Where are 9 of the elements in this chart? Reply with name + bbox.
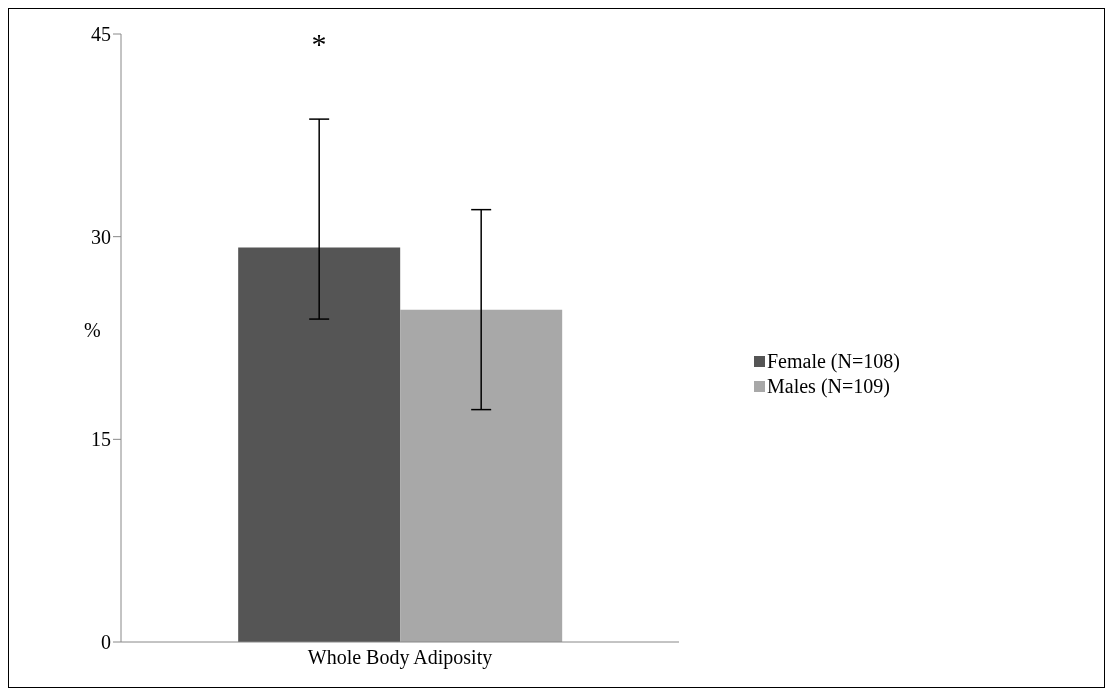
y-tick-label: 30 xyxy=(91,225,111,248)
legend-label: Males (N=109) xyxy=(767,375,890,398)
y-tick-label: 45 xyxy=(91,23,111,46)
annotation: * xyxy=(310,27,328,61)
x-tick-label: Whole Body Adiposity xyxy=(307,646,493,670)
y-tick-label: 15 xyxy=(91,428,111,451)
legend-label: Female (N=108) xyxy=(767,350,900,373)
y-tick-label: 0 xyxy=(101,631,111,654)
y-axis-title: % xyxy=(84,319,101,342)
